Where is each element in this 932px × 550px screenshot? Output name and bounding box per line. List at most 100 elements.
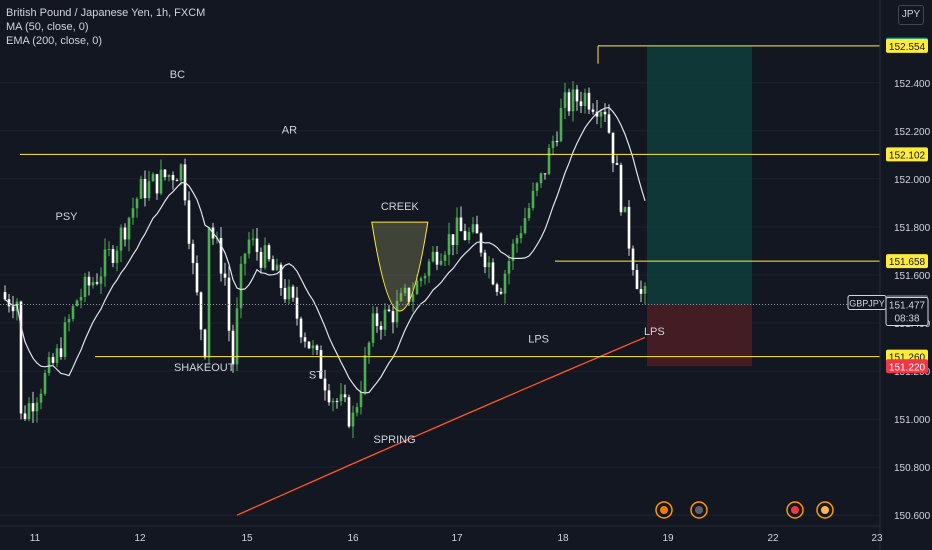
candle-body [51,357,55,363]
creek-shape[interactable] [371,221,429,312]
candle-body [531,190,535,209]
price-tick-label: 150.600 [894,511,931,522]
chart-title: British Pound / Japanese Yen, 1h, FXCM [6,7,206,19]
candle-body [263,245,267,268]
candle-body [635,269,639,290]
candle-body [23,413,27,420]
time-tick-label: 15 [241,533,253,544]
candle-body [535,183,539,191]
time-tick-label: 18 [557,533,569,544]
candle-body [303,337,307,342]
candle-body [459,217,463,232]
candle-body [615,163,619,165]
price-axis[interactable] [880,0,932,550]
event-marker-dot [695,506,703,514]
candle-body [171,174,175,181]
candle-body [119,227,123,251]
ema-line[interactable] [236,336,646,516]
price-tag[interactable] [886,38,928,53]
candle-body [115,250,119,263]
price-tag[interactable] [886,254,928,269]
price-tag[interactable] [886,147,928,162]
price-tag[interactable] [886,359,928,374]
candle-body [555,140,559,142]
candle-body [3,292,7,300]
candle-body [63,322,67,357]
candle-body [403,287,407,294]
candle-body [195,263,199,293]
countdown-label: 08:38 [894,314,919,325]
candle-body [55,348,59,363]
candle-body [463,231,467,240]
candle-body [499,291,503,294]
price-tick-label: 152.200 [894,127,931,138]
candle-body [203,329,207,358]
candle-body [571,89,575,112]
candle-body [287,286,291,300]
candle-body [455,217,459,246]
candle-body [623,206,627,213]
chart-annotation: BC [170,69,185,81]
candle-body [331,400,335,403]
candle-body [355,407,359,413]
currency-button[interactable]: JPY [898,5,924,25]
ma-indicator-label[interactable]: MA (50, close, 0) [6,21,89,33]
candle-body [587,92,591,110]
candle-body [603,111,607,115]
candle-body [43,372,47,394]
price-tag-label: 151.220 [889,362,926,373]
candle-body [343,394,347,398]
candle-body [75,300,79,307]
time-tick-label: 17 [451,533,463,544]
candle-body [87,276,91,286]
candle-body [151,174,155,182]
candle-body [123,227,127,240]
candle-body [251,238,255,240]
current-price-tag[interactable] [885,297,929,327]
price-tick-label: 150.800 [894,463,931,474]
candle-body [507,260,511,274]
candle-body [299,318,303,338]
candle-body [619,164,623,213]
candle-body [175,180,179,182]
candle-body [91,282,95,286]
candle-body [167,174,171,178]
candle-body [271,259,275,271]
candle-body [163,169,167,178]
candle-body [567,92,571,112]
candle-body [279,264,283,288]
current-price-label: 151.477 [889,301,926,312]
candle-body [11,306,15,312]
candle-body [319,350,323,379]
candle-body [371,313,375,343]
candle-body [323,378,327,391]
candle-body [399,293,403,301]
candle-body [351,412,355,427]
candle-body [503,273,507,294]
candle-body [311,345,315,349]
candle-body [27,403,31,420]
candle-body [231,330,235,365]
chart-legend: British Pound / Japanese Yen, 1h, FXCM M… [6,6,205,48]
target-zone[interactable] [647,45,752,305]
candle-body [111,248,115,263]
candle-body [339,394,343,402]
candle-body [487,262,491,268]
candle-body [239,263,243,309]
time-tick-label: 11 [30,533,41,544]
candle-body [307,341,311,349]
chart-annotation: CREEK [381,201,420,213]
candle-body [147,181,151,199]
ema-indicator-label[interactable]: EMA (200, close, 0) [6,35,102,47]
price-tick-label: 151.000 [894,415,931,426]
candle-body [367,342,371,356]
time-tick-label: 23 [871,533,883,544]
candle-body [59,348,63,357]
stop-zone[interactable] [647,304,752,367]
candle-body [107,248,111,250]
candle-body [547,147,551,175]
candle-body [491,262,495,285]
ma-line[interactable] [4,106,646,394]
candle-body [431,251,435,262]
